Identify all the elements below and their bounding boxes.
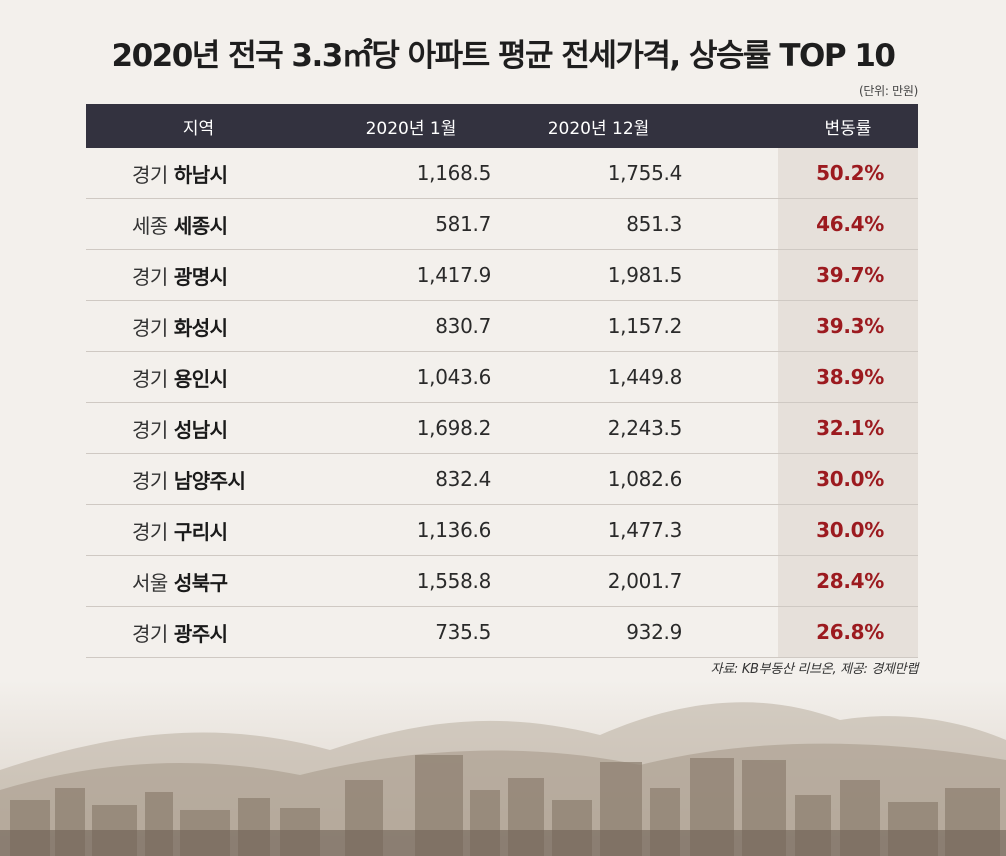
province-label: 서울 [132, 570, 168, 595]
jan-value: 1,136.6 [416, 518, 492, 542]
data-table: 지역 2020년 1월 2020년 12월 변동률 경기 하남시 1,168.5 1,… [86, 104, 918, 658]
region-cell: 서울 성북구 [86, 567, 311, 596]
province-label: 경기 [132, 468, 168, 493]
jan-value: 1,043.6 [416, 365, 492, 389]
rate-value: 30.0% [778, 505, 918, 555]
province-label: 경기 [132, 315, 168, 340]
dec-value: 1,981.5 [607, 263, 683, 287]
province-label: 세종 [132, 213, 168, 238]
city-label: 성북구 [173, 570, 228, 595]
rate-value: 46.4% [778, 199, 918, 249]
region-cell: 경기 하남시 [86, 159, 311, 188]
jan-value: 830.7 [435, 314, 491, 338]
rate-value: 39.7% [778, 250, 918, 300]
dec-value: 1,082.6 [607, 467, 683, 491]
region-cell: 경기 남양주시 [86, 465, 311, 494]
rate-value: 26.8% [778, 607, 918, 657]
province-label: 경기 [132, 519, 168, 544]
city-label: 구리시 [173, 519, 228, 544]
table-row: 경기 화성시 830.7 1,157.2 39.3% [86, 301, 918, 352]
city-label: 하남시 [173, 162, 228, 187]
city-label: 세종시 [173, 213, 228, 238]
city-label: 화성시 [173, 315, 228, 340]
table-row: 경기 구리시 1,136.6 1,477.3 30.0% [86, 505, 918, 556]
city-label: 남양주시 [173, 468, 246, 493]
table-body: 경기 하남시 1,168.5 1,755.4 50.2% 세종 세종시 581.7 851.3 4… [86, 148, 918, 658]
jan-value: 1,558.8 [416, 569, 492, 593]
header-dec: 2020년 12월 [547, 118, 650, 139]
table-row: 경기 남양주시 832.4 1,082.6 30.0% [86, 454, 918, 505]
dec-value: 1,157.2 [607, 314, 683, 338]
jan-value: 1,698.2 [416, 416, 492, 440]
province-label: 경기 [132, 417, 168, 442]
header-rate: 변동률 [824, 118, 872, 139]
city-skyline-illustration [0, 680, 1006, 856]
dec-value: 1,449.8 [607, 365, 683, 389]
region-cell: 경기 화성시 [86, 312, 311, 341]
jan-value: 1,168.5 [416, 161, 492, 185]
table-header: 지역 2020년 1월 2020년 12월 변동률 [86, 104, 918, 148]
province-label: 경기 [132, 264, 168, 289]
header-region: 지역 [182, 118, 215, 139]
city-label: 광주시 [173, 621, 228, 646]
dec-value: 2,243.5 [607, 416, 683, 440]
rate-value: 32.1% [778, 403, 918, 453]
dec-value: 851.3 [626, 212, 682, 236]
rate-value: 39.3% [778, 301, 918, 351]
rate-value: 28.4% [778, 556, 918, 606]
source-note: 자료: KB부동산 리브온, 제공: 경제만랩 [710, 662, 919, 677]
dec-value: 2,001.7 [607, 569, 683, 593]
jan-value: 832.4 [435, 467, 491, 491]
header-jan: 2020년 1월 [365, 118, 457, 139]
city-label: 광명시 [173, 264, 228, 289]
table-row: 세종 세종시 581.7 851.3 46.4% [86, 199, 918, 250]
region-cell: 경기 성남시 [86, 414, 311, 443]
province-label: 경기 [132, 621, 168, 646]
region-cell: 경기 광주시 [86, 618, 311, 647]
rate-value: 50.2% [778, 148, 918, 198]
dec-value: 932.9 [626, 620, 682, 644]
table-row: 경기 하남시 1,168.5 1,755.4 50.2% [86, 148, 918, 199]
table-row: 서울 성북구 1,558.8 2,001.7 28.4% [86, 556, 918, 607]
jan-value: 581.7 [435, 212, 491, 236]
table-row: 경기 성남시 1,698.2 2,243.5 32.1% [86, 403, 918, 454]
unit-note: (단위: 만원) [859, 84, 918, 98]
table-row: 경기 광명시 1,417.9 1,981.5 39.7% [86, 250, 918, 301]
table-row: 경기 광주시 735.5 932.9 26.8% [86, 607, 918, 658]
region-cell: 경기 구리시 [86, 516, 311, 545]
jan-value: 735.5 [435, 620, 491, 644]
city-label: 성남시 [173, 417, 228, 442]
rate-value: 38.9% [778, 352, 918, 402]
table-row: 경기 용인시 1,043.6 1,449.8 38.9% [86, 352, 918, 403]
province-label: 경기 [132, 162, 168, 187]
region-cell: 세종 세종시 [86, 210, 311, 239]
chart-title: 2020년 전국 3.3㎡당 아파트 평균 전세가격, 상승률 TOP 10 [111, 38, 897, 74]
dec-value: 1,755.4 [607, 161, 683, 185]
region-cell: 경기 광명시 [86, 261, 311, 290]
rate-value: 30.0% [778, 454, 918, 504]
province-label: 경기 [132, 366, 168, 391]
dec-value: 1,477.3 [607, 518, 683, 542]
city-label: 용인시 [173, 366, 228, 391]
jan-value: 1,417.9 [416, 263, 492, 287]
region-cell: 경기 용인시 [86, 363, 311, 392]
